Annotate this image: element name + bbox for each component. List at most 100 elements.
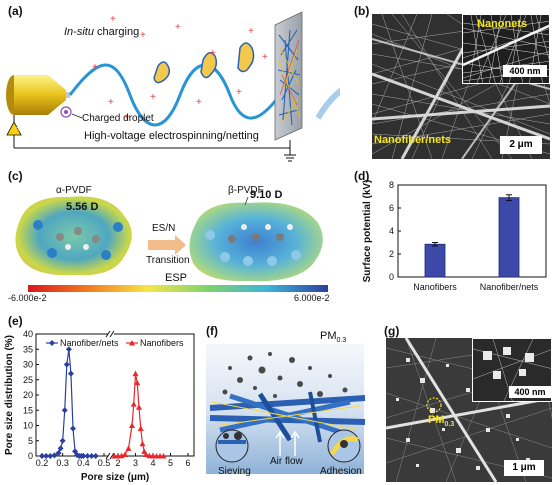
axis-break-mark-3 <box>105 330 111 338</box>
sem-inset-nanonets: Nanonets 400 nm <box>462 14 550 84</box>
panel-e-label: (e) <box>8 314 23 328</box>
in-situ-charging-label: In-situ charging <box>64 26 139 38</box>
pm-particles <box>222 352 348 398</box>
adhesion-label: Adhesion <box>320 466 362 477</box>
panel-b-label: (b) <box>354 4 370 18</box>
beta-pvdf-label: β-PVDF <box>228 185 264 196</box>
nanonets-label: Nanonets <box>477 18 528 30</box>
beta-dipole-label: 9.10 D <box>250 189 283 201</box>
x-tick-label-left-0: 0.2 <box>36 458 49 468</box>
series-0-point-8 <box>63 361 70 368</box>
nanofiber-nets-label: Nanofiber/nets <box>374 134 452 146</box>
svg-text:⚡: ⚡ <box>11 125 21 135</box>
x-tick-label-right-4: 6 <box>185 458 190 468</box>
sem-inset-pm: 400 nm <box>472 338 552 402</box>
series-1-point-11 <box>139 440 146 447</box>
series-0-point-4 <box>55 449 62 456</box>
panel-a-label: (a) <box>8 4 23 18</box>
pm03-label: PM0.3 <box>320 330 346 344</box>
legend-marker-1 <box>129 340 135 346</box>
transition-arrow-icon <box>148 235 186 255</box>
y-tick-label-6: 30 <box>23 360 33 370</box>
adhesion-magnifier-icon <box>327 429 361 463</box>
x-tick-label-right-1: 3 <box>133 458 138 468</box>
sieving-label: Sieving <box>218 466 251 477</box>
axis-break-gap-top <box>108 331 114 337</box>
series-1-point-9 <box>136 404 142 410</box>
series-1-point-10 <box>137 425 144 432</box>
series-0-point-18 <box>88 453 95 459</box>
series-1-point-13 <box>143 451 149 457</box>
series-1-point-7 <box>132 370 139 377</box>
filter-fibers <box>209 391 366 443</box>
inset-scale-label: 400 nm <box>503 65 547 77</box>
svg-text:+: + <box>262 52 268 63</box>
g-scale-label: 1 μm <box>504 460 544 476</box>
axis-break-gap-bottom <box>108 453 114 459</box>
axis-break-mark-4 <box>109 330 115 338</box>
g-inset-scale-label: 400 nm <box>509 386 551 398</box>
x-axis-label: Pore size (μm) <box>81 472 149 483</box>
pore-size-chart: 0 5 10 15 20 25 30 35 40 0.2 0.3 0.4 0.5 2 3 4 5 6 Pore si… <box>4 329 195 483</box>
series-0-point-17 <box>84 453 91 459</box>
charged-droplet-icon <box>60 106 83 119</box>
panel-c-label: (c) <box>8 169 23 183</box>
panel-g: (g) 400 <box>372 310 554 485</box>
panel-g-label: (g) <box>384 324 400 338</box>
svg-text:+: + <box>108 97 114 108</box>
electrospinning-diagram: + + + + + + + + + + + + ⚡ <box>6 11 340 162</box>
y-axis-label: Pore size distribution (%) <box>4 335 15 455</box>
x-tick-label-left-3: 0.5 <box>98 458 111 468</box>
transition-label: Transition <box>146 255 190 266</box>
series-1-point-18 <box>160 453 167 459</box>
svg-text:+: + <box>92 62 98 73</box>
x-tick-label-right-2: 4 <box>150 458 155 468</box>
hv-label: High-voltage electrospinning/netting <box>84 130 259 142</box>
y-tick-label-1: 5 <box>28 436 33 446</box>
y-tick-label-1: 2 <box>389 249 394 259</box>
svg-text:+: + <box>150 92 156 103</box>
alpha-pvdf-label: α-PVDF <box>56 185 92 196</box>
series-0-point-19 <box>92 453 99 459</box>
y-tick-label-0: 0 <box>389 272 394 282</box>
in-situ-word: In-situ <box>64 26 94 38</box>
x-tick-label-left-2: 0.4 <box>77 458 90 468</box>
svg-text:+: + <box>236 87 242 98</box>
alpha-pvdf-molecule <box>15 196 132 276</box>
panel-e: (e) 0 5 10 15 20 25 30 35 40 0.2 0.3 0.4 0.5 2 3 4 5 6 Por… <box>0 310 200 485</box>
sieving-magnifier-icon <box>215 429 249 463</box>
g-pm-text: PM <box>428 414 445 426</box>
y-tick-label-3: 6 <box>389 203 394 213</box>
series-0-point-1 <box>43 453 50 459</box>
axis-break-mark-2 <box>109 452 115 460</box>
pm-text: PM <box>320 330 337 342</box>
panel-d-label: (d) <box>354 169 370 183</box>
y-axis-label: Surface potential (kV) <box>362 180 373 283</box>
legend-label-1: Nanofibers <box>140 338 184 348</box>
series-0-point-11 <box>70 425 76 432</box>
esp-label: ESP <box>165 272 188 284</box>
panel-d: (d) 0 2 4 6 8 Surface potential (kV) Nanofiber… <box>350 165 554 310</box>
panel-f-label: (f) <box>206 324 218 338</box>
esp-molecule-figure <box>15 196 328 292</box>
panel-a: (a) <box>0 0 340 165</box>
x-tick-label-right-0: 2 <box>115 458 120 468</box>
collector-plate <box>274 11 303 141</box>
g-pm-sub: 0.3 <box>444 421 455 429</box>
bar-0 <box>424 243 446 278</box>
series-1-point-5 <box>129 422 135 428</box>
y-tick-label-2: 10 <box>23 421 33 431</box>
svg-text:+: + <box>196 97 202 108</box>
series-0-point-7 <box>61 407 68 414</box>
svg-text:+: + <box>210 48 216 59</box>
series-0-point-2 <box>47 453 54 459</box>
y-tick-label-8: 40 <box>23 329 33 339</box>
svg-text:+: + <box>248 26 254 37</box>
series-1-point-3 <box>122 451 128 457</box>
panel-b: (b) <box>350 0 554 165</box>
esp-colorbar <box>28 285 328 292</box>
series-0-point-3 <box>51 452 58 459</box>
plot-frame <box>35 333 195 457</box>
legend-label-0: Nanofiber/nets <box>60 338 119 348</box>
y-tick-label-4: 8 <box>389 180 394 190</box>
